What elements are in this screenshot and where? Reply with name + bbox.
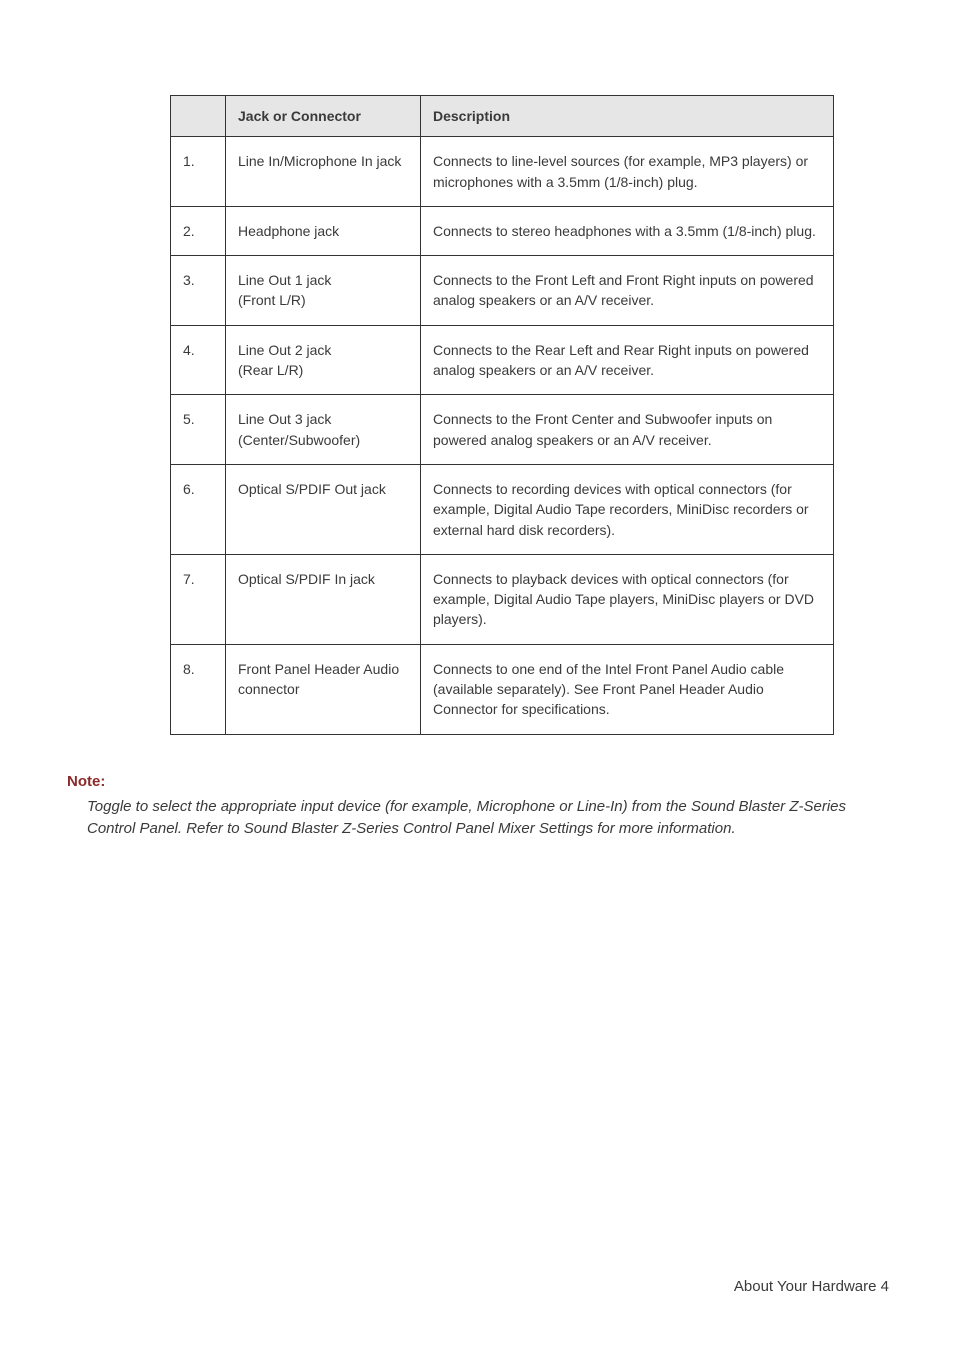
header-num (171, 96, 226, 137)
cell-num: 1. (171, 137, 226, 207)
cell-desc: Connects to stereo headphones with a 3.5… (421, 206, 834, 255)
document-page: Jack or Connector Description 1. Line In… (0, 0, 954, 1350)
cell-jack: Headphone jack (226, 206, 421, 255)
cell-jack: Line Out 3 jack (Center/Subwoofer) (226, 395, 421, 465)
jack-primary: Front Panel Header Audio connector (238, 659, 408, 700)
cell-jack: Front Panel Header Audio connector (226, 644, 421, 734)
cell-num: 2. (171, 206, 226, 255)
cell-jack: Line Out 1 jack (Front L/R) (226, 256, 421, 326)
cell-desc: Connects to recording devices with optic… (421, 464, 834, 554)
cell-num: 3. (171, 256, 226, 326)
jack-primary: Line Out 2 jack (238, 340, 408, 360)
cell-num: 7. (171, 554, 226, 644)
cell-jack: Line In/Microphone In jack (226, 137, 421, 207)
jack-primary: Line Out 1 jack (238, 270, 408, 290)
connector-table-container: Jack or Connector Description 1. Line In… (170, 95, 834, 735)
cell-num: 4. (171, 325, 226, 395)
cell-desc: Connects to the Front Center and Subwoof… (421, 395, 834, 465)
table-row: 8. Front Panel Header Audio connector Co… (171, 644, 834, 734)
cell-desc: Connects to the Front Left and Front Rig… (421, 256, 834, 326)
table-row: 2. Headphone jack Connects to stereo hea… (171, 206, 834, 255)
cell-num: 5. (171, 395, 226, 465)
table-row: 4. Line Out 2 jack (Rear L/R) Connects t… (171, 325, 834, 395)
cell-num: 8. (171, 644, 226, 734)
header-desc: Description (421, 96, 834, 137)
note-label: Note: (67, 773, 887, 790)
note-block: Note: Toggle to select the appropriate i… (65, 773, 889, 841)
cell-desc: Connects to one end of the Intel Front P… (421, 644, 834, 734)
cell-desc: Connects to the Rear Left and Rear Right… (421, 325, 834, 395)
jack-primary: Headphone jack (238, 221, 408, 241)
table-row: 5. Line Out 3 jack (Center/Subwoofer) Co… (171, 395, 834, 465)
table-row: 1. Line In/Microphone In jack Connects t… (171, 137, 834, 207)
header-jack: Jack or Connector (226, 96, 421, 137)
jack-secondary: (Rear L/R) (238, 360, 408, 380)
connector-table: Jack or Connector Description 1. Line In… (170, 95, 834, 735)
cell-desc: Connects to line-level sources (for exam… (421, 137, 834, 207)
jack-primary: Line Out 3 jack (238, 409, 408, 429)
jack-secondary: (Center/Subwoofer) (238, 430, 408, 450)
page-footer: About Your Hardware 4 (734, 1278, 889, 1295)
note-body: Toggle to select the appropriate input d… (67, 796, 887, 841)
cell-num: 6. (171, 464, 226, 554)
table-header-row: Jack or Connector Description (171, 96, 834, 137)
cell-jack: Optical S/PDIF In jack (226, 554, 421, 644)
table-row: 3. Line Out 1 jack (Front L/R) Connects … (171, 256, 834, 326)
jack-primary: Line In/Microphone In jack (238, 151, 408, 171)
cell-desc: Connects to playback devices with optica… (421, 554, 834, 644)
table-row: 6. Optical S/PDIF Out jack Connects to r… (171, 464, 834, 554)
cell-jack: Line Out 2 jack (Rear L/R) (226, 325, 421, 395)
jack-primary: Optical S/PDIF In jack (238, 569, 408, 589)
jack-primary: Optical S/PDIF Out jack (238, 479, 408, 499)
cell-jack: Optical S/PDIF Out jack (226, 464, 421, 554)
jack-secondary: (Front L/R) (238, 290, 408, 310)
table-row: 7. Optical S/PDIF In jack Connects to pl… (171, 554, 834, 644)
